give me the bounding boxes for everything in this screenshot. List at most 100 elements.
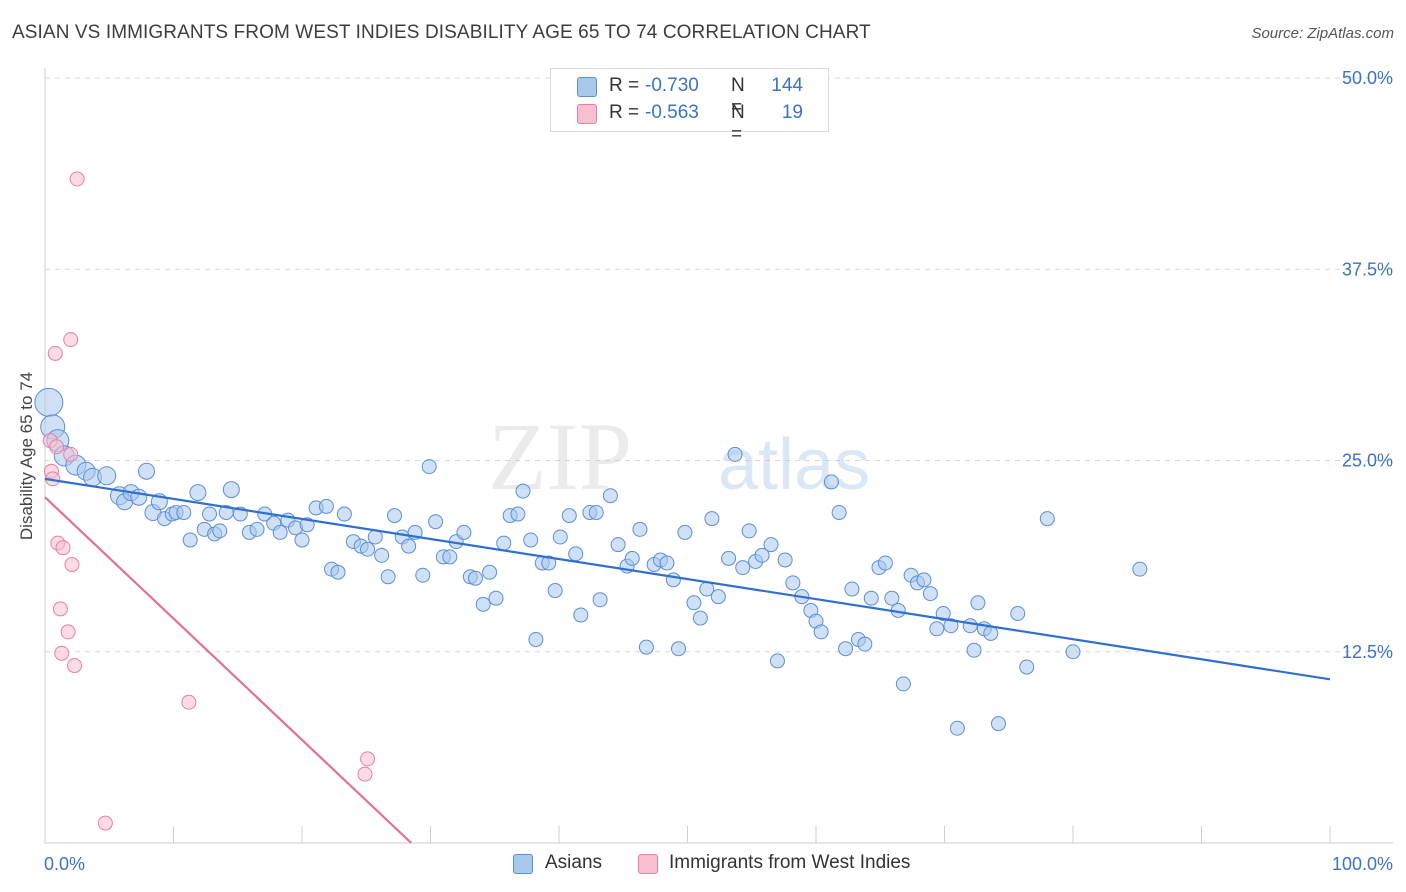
asians-point <box>272 524 288 540</box>
asians-point <box>374 547 390 563</box>
asians-point <box>884 590 900 606</box>
asians-point <box>962 618 978 634</box>
asians-point <box>442 549 458 565</box>
asians-point <box>877 555 893 571</box>
asians-point <box>138 462 156 480</box>
asians-point <box>34 387 64 417</box>
r-value: -0.730 <box>645 75 699 96</box>
asians-point <box>568 546 584 562</box>
trend-lines <box>44 477 1331 844</box>
asians-point <box>588 505 604 521</box>
x-tick-label: 0.0% <box>44 854 85 874</box>
asians-point <box>665 572 681 588</box>
asians-point <box>573 607 589 623</box>
asians-point <box>541 555 557 571</box>
west-indies-point <box>357 766 373 782</box>
west-indies-point <box>47 345 63 361</box>
asians-point <box>561 508 577 524</box>
asians-point <box>1039 511 1055 527</box>
asians-point <box>97 466 117 486</box>
asians-point <box>831 505 847 521</box>
asians-point <box>330 564 346 580</box>
west-indies-point <box>181 694 197 710</box>
west-indies-point <box>97 815 113 831</box>
west-indies-point <box>63 446 79 462</box>
west-indies-point <box>67 658 83 674</box>
asians-point <box>671 641 687 657</box>
asians-point <box>602 488 618 504</box>
asians-point <box>949 720 965 736</box>
series-west-indies-points <box>42 171 376 831</box>
y-tick-label: 50.0% <box>1342 68 1393 88</box>
x-tick-label: 100.0% <box>1332 854 1393 874</box>
watermark: ZIP atlas <box>488 403 870 510</box>
asians-point <box>686 595 702 611</box>
asians-point <box>970 595 986 611</box>
asians-point <box>624 550 640 566</box>
west-indies-swatch <box>577 104 597 124</box>
asians-point <box>863 590 879 606</box>
asians-point <box>735 560 751 576</box>
watermark-atlas: atlas <box>718 425 870 505</box>
asians-point <box>704 511 720 527</box>
asians-point <box>721 550 737 566</box>
chart-title: ASIAN VS IMMIGRANTS FROM WEST INDIES DIS… <box>12 22 871 43</box>
asians-point <box>983 625 999 641</box>
west-indies-point <box>63 332 79 348</box>
asians-point <box>943 618 959 634</box>
asians-point <box>929 621 945 637</box>
legend-label-asians: Asians <box>545 852 603 873</box>
asians-point <box>1065 644 1081 660</box>
asians-trend-line <box>44 477 1331 681</box>
west-indies-point <box>52 601 68 617</box>
asians-point <box>428 514 444 530</box>
asians-point <box>189 484 207 502</box>
asians-point <box>467 570 483 586</box>
asians-point <box>741 523 757 539</box>
asians-point <box>823 474 839 490</box>
asians-legend-swatch <box>513 854 533 874</box>
asians-point <box>1132 561 1148 577</box>
asians-point <box>857 636 873 652</box>
asians-point <box>360 541 376 557</box>
west-indies-point <box>64 557 80 573</box>
n-label: N = <box>731 75 745 118</box>
asians-point <box>935 606 951 621</box>
y-tick-label: 12.5% <box>1342 642 1393 662</box>
n-label: N = <box>731 102 745 145</box>
west-indies-point <box>360 751 376 767</box>
west-indies-point <box>54 645 70 661</box>
asians-point <box>638 639 654 655</box>
asians-point <box>610 537 626 553</box>
west-indies-legend-swatch <box>638 854 658 874</box>
asians-point <box>415 567 431 583</box>
asians-point <box>523 532 539 548</box>
asians-point <box>592 592 608 608</box>
west-indies-trend-line <box>44 496 412 844</box>
asians-point <box>528 632 544 648</box>
asians-point <box>692 610 708 626</box>
west-indies-point <box>55 540 71 556</box>
n-value: 144 <box>771 75 803 96</box>
asians-point <box>222 481 240 499</box>
asians-point <box>763 537 779 553</box>
asians-point <box>387 508 403 524</box>
r-label: R = <box>609 75 640 96</box>
west-indies-point <box>60 624 76 640</box>
asians-point <box>421 459 437 475</box>
asians-point <box>249 521 265 537</box>
asians-point <box>547 583 563 599</box>
asians-point <box>401 538 417 554</box>
asians-point <box>336 506 352 522</box>
y-tick-label: 25.0% <box>1342 451 1393 471</box>
asians-point <box>488 590 504 606</box>
r-label: R = <box>609 102 640 123</box>
asians-point <box>475 596 491 612</box>
asians-point <box>785 575 801 591</box>
asians-point <box>182 532 198 548</box>
asians-point <box>677 524 693 540</box>
asians-point <box>966 642 982 658</box>
asians-point <box>1010 606 1026 621</box>
axes <box>44 68 1393 844</box>
n-value: 19 <box>781 102 803 123</box>
